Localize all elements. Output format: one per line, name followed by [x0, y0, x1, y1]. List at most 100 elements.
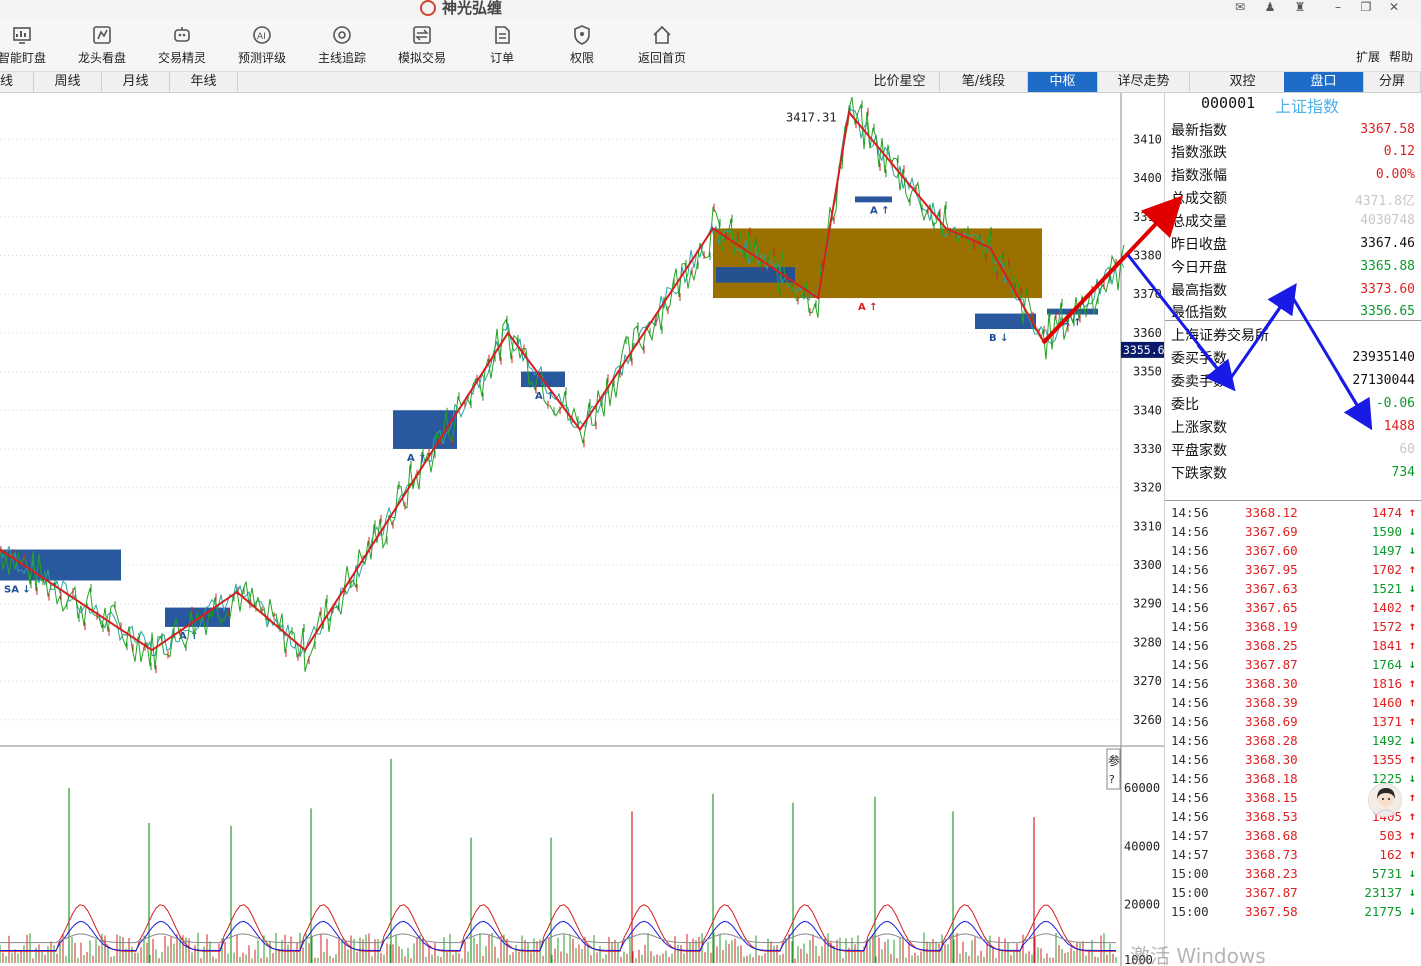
quote-label: 最低指数	[1171, 305, 1227, 321]
view-tab[interactable]: 笔/线段	[940, 72, 1028, 92]
quote-label: 今日开盘	[1171, 260, 1227, 276]
quote-label: 总成交量	[1171, 214, 1227, 230]
mail-icon[interactable]: ✉	[1234, 0, 1246, 14]
expand-link[interactable]: 扩展	[1356, 50, 1381, 64]
tick-time: 14:56	[1171, 676, 1209, 691]
toolbar-exchange-button[interactable]: 模拟交易	[386, 22, 458, 70]
tick-row: 15:00 3368.23 5731 ↓	[1171, 866, 1416, 885]
price-tick-label: 3400	[1133, 171, 1162, 185]
volume-tick-label: 60000	[1124, 781, 1160, 795]
stock-name[interactable]: 上证指数	[1275, 97, 1340, 116]
dragon-chart-icon	[91, 24, 113, 46]
tick-price: 3368.19	[1245, 619, 1298, 634]
toolbar-target-button[interactable]: 主线追踪	[306, 22, 378, 70]
toolbar-home-button[interactable]: 返回首页	[626, 22, 698, 70]
close-button[interactable]: ✕	[1388, 0, 1400, 14]
tick-time: 14:56	[1171, 714, 1209, 729]
price-tick-label: 3360	[1133, 326, 1162, 340]
price-tick-label: 3380	[1133, 249, 1162, 263]
quote-row: 上涨家数 1488	[1171, 417, 1421, 439]
price-tick-label: 3370	[1133, 287, 1162, 301]
price-tick-label: 3330	[1133, 442, 1162, 456]
signal-mark: A ↑	[535, 391, 555, 402]
help-link[interactable]: 帮助	[1389, 50, 1414, 64]
minimize-button[interactable]: –	[1335, 0, 1341, 14]
arrow-up-icon: ↑	[1408, 714, 1416, 728]
maximize-button[interactable]: ❐	[1360, 0, 1372, 14]
shirt-icon[interactable]: ♜	[1294, 0, 1306, 14]
signal-mark: SA ↓	[4, 585, 31, 596]
price-tick-label: 3280	[1133, 635, 1162, 649]
zhongshu-box	[393, 410, 457, 449]
tick-row: 14:56 3367.69 1590 ↓	[1171, 524, 1416, 543]
target-icon	[331, 24, 353, 46]
tick-row: 14:56 3367.60 1497 ↓	[1171, 543, 1416, 562]
tick-time: 14:56	[1171, 638, 1209, 653]
tick-volume: 1371	[1371, 714, 1402, 729]
price-tick-label: 3300	[1133, 558, 1162, 572]
toolbar-dragon-chart-button[interactable]: 龙头看盘	[66, 22, 138, 70]
arrow-down-icon: ↓	[1408, 771, 1416, 785]
toolbar-monitor-chart-button[interactable]: 智能盯盘	[0, 22, 58, 70]
quote-value: 4030748	[1360, 213, 1415, 228]
tick-volume: 1702	[1371, 562, 1402, 577]
tick-row: 15:00 3367.58 21775 ↓	[1171, 904, 1416, 923]
quote-value: 3365.88	[1360, 259, 1415, 274]
kline-chart[interactable]: 3410 3400 3390 3380 3370 3360 3350 3340 3330 3320…	[0, 93, 1164, 966]
period-tab[interactable]: 月线	[102, 72, 170, 92]
quote-value: 734	[1391, 465, 1415, 480]
view-tab[interactable]: 详尽走势	[1098, 72, 1190, 92]
toolbar-ai-button[interactable]: AI 预测评级	[226, 22, 298, 70]
volume-ma-gray	[0, 933, 1116, 944]
zhongshu-box	[0, 549, 121, 581]
arrow-up-icon: ↑	[1408, 562, 1416, 576]
view-tab[interactable]: 比价星空	[860, 72, 940, 92]
quote-row: 今日开盘 3365.88	[1171, 257, 1421, 279]
arrow-down-icon: ↓	[1408, 581, 1416, 595]
tick-price: 3368.69	[1245, 714, 1298, 729]
signal-mark: A ↑	[407, 453, 427, 464]
toolbar-shield-button[interactable]: 权限	[546, 22, 618, 70]
toolbar-label: 返回首页	[637, 51, 686, 65]
toolbar-robot-button[interactable]: 交易精灵	[146, 22, 218, 70]
assistant-avatar[interactable]	[1368, 783, 1402, 817]
arrow-up-icon: ↑	[1408, 600, 1416, 614]
view-tab[interactable]: 分屏	[1364, 72, 1421, 92]
tick-volume: 23137	[1364, 885, 1402, 900]
signal-mark: A ↑	[179, 631, 199, 642]
tick-time: 14:56	[1171, 790, 1209, 805]
signal-mark: A ↑	[870, 205, 890, 216]
tick-row: 14:56 3368.18 1225 ↓	[1171, 771, 1416, 790]
arrow-down-icon: ↓	[1408, 733, 1416, 747]
period-tab[interactable]: 周线	[34, 72, 102, 92]
view-tab[interactable]: 盘口	[1284, 72, 1364, 92]
tick-price: 3367.65	[1245, 600, 1298, 615]
peak-price-label: 3417.31	[786, 110, 837, 124]
arrow-up-icon: ↑	[1408, 809, 1416, 823]
tick-price: 3368.28	[1245, 733, 1298, 748]
tick-price: 3368.39	[1245, 695, 1298, 710]
quote-label: 昨日收盘	[1171, 237, 1227, 253]
tick-time: 15:00	[1171, 904, 1209, 919]
quote-row: 委卖手数 27130044	[1171, 371, 1421, 393]
period-tab[interactable]: 年线	[170, 72, 238, 92]
tick-price: 3368.73	[1245, 847, 1298, 862]
quote-row: 指数涨跌 0.12	[1171, 142, 1421, 164]
tick-price: 3368.12	[1245, 505, 1298, 520]
view-tab[interactable]: 双控	[1190, 72, 1296, 92]
quote-separator	[1165, 320, 1421, 321]
tick-volume: 1521	[1371, 581, 1402, 596]
view-tab[interactable]: 中枢	[1028, 72, 1098, 92]
quote-row: 委比 -0.06	[1171, 394, 1421, 416]
user-icon[interactable]: ♟	[1264, 0, 1276, 14]
volume-tick-label: 1000	[1124, 953, 1153, 966]
period-tab[interactable]: 线	[0, 72, 34, 92]
quote-value: 4371.8亿	[1355, 194, 1415, 209]
tick-volume: 1355	[1371, 752, 1402, 767]
exchange-icon	[411, 24, 433, 46]
shield-icon	[571, 24, 593, 46]
quote-label: 总成交额	[1171, 191, 1227, 207]
toolbar-document-button[interactable]: 订单	[466, 22, 538, 70]
quote-label: 下跌家数	[1171, 466, 1227, 482]
